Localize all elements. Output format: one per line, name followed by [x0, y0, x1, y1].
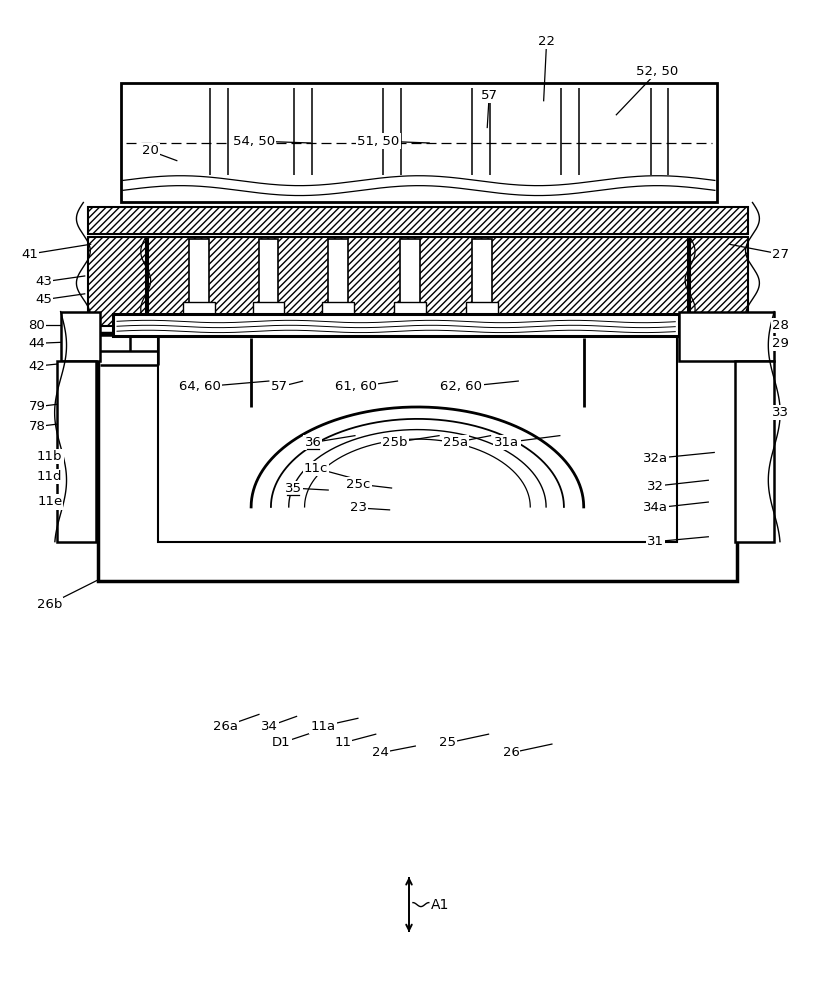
Bar — [88, 207, 748, 234]
Text: 24: 24 — [372, 746, 389, 759]
Bar — [394, 302, 426, 321]
Bar — [466, 302, 498, 321]
Bar — [679, 312, 774, 361]
Bar — [100, 335, 157, 579]
Bar — [88, 237, 146, 326]
Text: 79: 79 — [29, 400, 45, 413]
Bar — [121, 83, 717, 202]
Bar — [677, 335, 735, 579]
Text: 62, 60: 62, 60 — [441, 380, 482, 393]
Text: 25a: 25a — [443, 436, 468, 449]
Text: 57: 57 — [481, 89, 498, 102]
Text: 31a: 31a — [495, 436, 519, 449]
Text: 26: 26 — [503, 746, 519, 759]
Bar — [183, 302, 215, 321]
Text: 35: 35 — [285, 482, 301, 495]
Text: 23: 23 — [350, 501, 367, 514]
Bar — [690, 237, 748, 326]
Text: 11b: 11b — [37, 450, 62, 463]
Text: 64, 60: 64, 60 — [179, 380, 221, 393]
Text: 33: 33 — [771, 406, 789, 419]
Text: 43: 43 — [35, 275, 52, 288]
Bar — [88, 207, 748, 234]
Text: 32: 32 — [647, 480, 664, 493]
Bar — [57, 361, 96, 542]
Text: 25: 25 — [439, 736, 456, 749]
Text: 25b: 25b — [382, 436, 408, 449]
Text: 42: 42 — [29, 360, 45, 373]
Bar — [252, 302, 284, 321]
Text: 11d: 11d — [37, 470, 62, 483]
Text: 61, 60: 61, 60 — [334, 380, 377, 393]
Bar — [259, 239, 278, 321]
Text: 22: 22 — [538, 35, 555, 48]
Bar — [189, 239, 209, 321]
Bar — [400, 239, 420, 321]
Bar — [322, 302, 354, 321]
Text: 57: 57 — [271, 380, 287, 393]
Text: 27: 27 — [771, 248, 789, 261]
Text: 11e: 11e — [37, 495, 62, 508]
Text: 80: 80 — [29, 319, 45, 332]
Text: D1: D1 — [272, 736, 291, 749]
Text: 26b: 26b — [37, 598, 62, 611]
Text: 28: 28 — [771, 319, 789, 332]
Bar — [160, 337, 676, 540]
Text: 41: 41 — [21, 248, 38, 261]
Text: 11a: 11a — [310, 720, 336, 733]
Text: 54, 50: 54, 50 — [233, 135, 274, 148]
Bar — [735, 361, 774, 542]
Text: A1: A1 — [431, 898, 449, 912]
Bar — [157, 335, 677, 542]
Text: 36: 36 — [305, 436, 321, 449]
Bar — [328, 239, 347, 321]
Bar — [100, 542, 735, 579]
Text: 20: 20 — [143, 144, 159, 157]
Bar — [98, 333, 736, 581]
Text: 51, 50: 51, 50 — [357, 135, 400, 148]
Text: 34a: 34a — [643, 501, 668, 514]
Text: 45: 45 — [35, 293, 52, 306]
Bar — [61, 312, 100, 361]
Text: 78: 78 — [29, 420, 45, 433]
Bar — [147, 237, 688, 323]
Text: 25c: 25c — [346, 478, 371, 491]
Bar — [147, 237, 688, 323]
Text: 44: 44 — [29, 337, 45, 350]
Text: 11c: 11c — [304, 462, 328, 475]
Text: 52, 50: 52, 50 — [636, 65, 679, 78]
Text: 32a: 32a — [643, 452, 668, 465]
Bar — [690, 237, 748, 326]
Bar — [473, 239, 492, 321]
Text: 34: 34 — [261, 720, 278, 733]
Bar — [113, 314, 679, 336]
Bar — [88, 237, 146, 326]
Text: 11: 11 — [334, 736, 351, 749]
Text: 31: 31 — [647, 535, 664, 548]
Text: 26a: 26a — [214, 720, 238, 733]
Text: 29: 29 — [771, 337, 789, 350]
